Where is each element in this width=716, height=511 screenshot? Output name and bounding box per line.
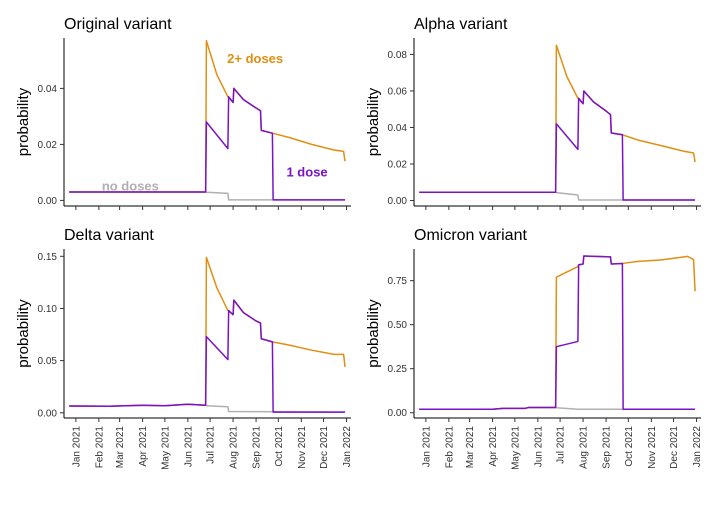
- panel-1: Original variant probability 0.00 0.02 0.04 2…: [15, 16, 351, 210]
- x-tick-label: Feb 2021: [94, 426, 105, 469]
- x-tick-label: May 2021: [510, 426, 521, 470]
- y-axis-label: probability: [15, 87, 32, 156]
- y-tick-label: 0.05: [38, 356, 58, 367]
- series-line-two: [69, 256, 346, 407]
- x-tick-label: Jun 2021: [183, 426, 194, 468]
- y-axis-label: probability: [15, 299, 32, 368]
- x-tick-label: Jan 2022: [342, 426, 353, 468]
- x-tick-label: Jan 2022: [692, 426, 703, 468]
- panel-4: Omicron variant probability 0.00 0.25 0.50 0.…: [365, 227, 703, 470]
- y-tick-label: 0.08: [388, 50, 408, 61]
- x-tick-label: Jan 2021: [421, 426, 432, 468]
- y-tick-label: 0.75: [388, 276, 408, 287]
- series-line-one: [419, 255, 696, 410]
- x-tick-label: Jan 2021: [71, 426, 82, 468]
- x-tick-label: Nov 2021: [647, 426, 658, 469]
- x-tick-label: Oct 2021: [274, 426, 285, 467]
- annotation-two: 2+ doses: [227, 51, 283, 66]
- x-tick-label: Apr 2021: [138, 426, 149, 467]
- x-tick-label: Nov 2021: [297, 426, 308, 469]
- y-tick-label: 0.15: [38, 252, 58, 263]
- y-tick-label: 0.25: [388, 364, 408, 375]
- x-tick-label: Sep 2021: [602, 426, 613, 469]
- series-line-two: [419, 255, 696, 410]
- x-tick-label: Oct 2021: [624, 426, 635, 467]
- y-tick-label: 0.02: [38, 140, 58, 151]
- y-axis-label: probability: [365, 299, 382, 368]
- series-line-none: [69, 403, 346, 413]
- series-line-two: [419, 44, 696, 194]
- x-tick-label: Feb 2021: [444, 426, 455, 469]
- y-tick-label: 0.50: [388, 320, 408, 331]
- y-tick-label: 0.06: [388, 86, 408, 97]
- y-tick-label: 0.00: [388, 408, 408, 419]
- series-line-none: [419, 191, 696, 201]
- y-tick-label: 0.00: [38, 196, 58, 207]
- x-tick-label: Apr 2021: [488, 426, 499, 467]
- series-line-one: [419, 90, 696, 201]
- panel-2: Alpha variant probability 0.00 0.02 0.04 0.06…: [365, 16, 701, 210]
- panel-title: Delta variant: [64, 227, 154, 244]
- series-line-one: [69, 87, 346, 201]
- y-tick-label: 0.02: [388, 160, 408, 171]
- series-line-one: [69, 299, 346, 413]
- y-tick-label: 0.04: [38, 84, 58, 95]
- panel-title: Alpha variant: [414, 16, 508, 33]
- y-tick-label: 0.04: [388, 123, 408, 134]
- x-tick-label: Jul 2021: [206, 426, 217, 464]
- y-tick-label: 0.00: [38, 408, 58, 419]
- y-tick-label: 0.10: [38, 304, 58, 315]
- panel-title: Omicron variant: [414, 227, 527, 244]
- x-tick-label: Aug 2021: [229, 426, 240, 469]
- annotation-none: no doses: [102, 179, 159, 194]
- x-tick-label: Aug 2021: [579, 426, 590, 469]
- x-tick-label: Mar 2021: [465, 426, 476, 469]
- annotation-one: 1 dose: [286, 165, 327, 180]
- x-tick-label: Dec 2021: [319, 426, 330, 469]
- panel-title: Original variant: [64, 16, 172, 33]
- panel-3: Delta variant probability 0.00 0.05 0.10 0.15…: [15, 227, 353, 470]
- y-tick-label: 0.00: [388, 196, 408, 207]
- x-tick-label: Jul 2021: [556, 426, 567, 464]
- x-tick-label: Jun 2021: [533, 426, 544, 468]
- x-tick-label: May 2021: [160, 426, 171, 470]
- x-tick-label: Mar 2021: [115, 426, 126, 469]
- x-tick-label: Dec 2021: [669, 426, 680, 469]
- y-axis-label: probability: [365, 87, 382, 156]
- x-tick-label: Sep 2021: [252, 426, 263, 469]
